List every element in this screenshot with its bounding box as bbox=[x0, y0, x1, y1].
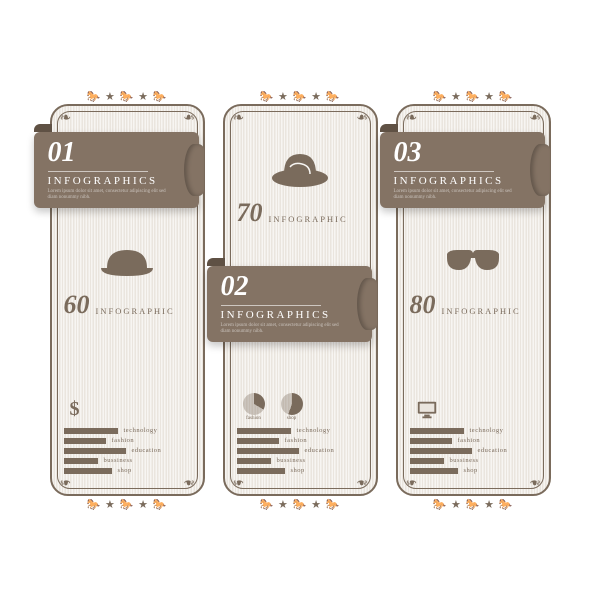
frame: ❧ ❧ ❧ ❧ 70 INFOGRAPHIC 02 INFOGRAPHICS L… bbox=[223, 104, 378, 496]
ornament-bottom: 🐎 ★ 🐎 ★ 🐎 bbox=[396, 496, 551, 512]
stat-label: INFOGRAPHIC bbox=[269, 214, 348, 224]
bar bbox=[410, 428, 464, 434]
bottom-block: technology fashion education bussiness s… bbox=[410, 391, 537, 474]
ribbon: 02 INFOGRAPHICS Lorem ipsum dolor sit am… bbox=[207, 266, 372, 342]
flourish-icon: ❧ bbox=[177, 112, 195, 130]
stat-label: INFOGRAPHIC bbox=[96, 306, 175, 316]
dollar-icon: $ bbox=[70, 398, 80, 421]
bar-label: shop bbox=[291, 467, 305, 474]
bar bbox=[64, 438, 106, 444]
sub-icons: $ bbox=[64, 398, 191, 421]
bar-label: shop bbox=[118, 467, 132, 474]
ribbon-label: INFOGRAPHICS bbox=[394, 171, 494, 187]
stat-row: 60 INFOGRAPHIC bbox=[64, 290, 191, 320]
bar bbox=[237, 438, 279, 444]
ribbon-lorem: Lorem ipsum dolor sit amet, consectetur … bbox=[221, 323, 341, 336]
bar-label: education bbox=[478, 447, 508, 454]
bar bbox=[410, 448, 472, 454]
bar-label: fashion bbox=[112, 437, 135, 444]
stat-row: 80 INFOGRAPHIC bbox=[410, 290, 537, 320]
bar bbox=[64, 448, 126, 454]
bar-label: shop bbox=[464, 467, 478, 474]
bar bbox=[410, 438, 452, 444]
frame: ❧ ❧ ❧ ❧ 03 INFOGRAPHICS Lorem ipsum dolo… bbox=[396, 104, 551, 496]
ribbon-label: INFOGRAPHICS bbox=[221, 305, 321, 321]
panel-03: 🐎 ★ 🐎 ★ 🐎 ❧ ❧ ❧ ❧ 03 INFOGRAPHICS Lorem … bbox=[396, 88, 551, 512]
flourish-icon: ❧ bbox=[233, 112, 251, 130]
bar-label: technology bbox=[470, 427, 504, 434]
flourish-icon: ❧ bbox=[406, 112, 424, 130]
flourish-icon: ❧ bbox=[350, 112, 368, 130]
bar-label: fashion bbox=[285, 437, 308, 444]
stat-label: INFOGRAPHIC bbox=[442, 306, 521, 316]
bar bbox=[64, 428, 118, 434]
bar-label: education bbox=[305, 447, 335, 454]
panel-content: 80 INFOGRAPHIC bbox=[410, 236, 537, 320]
sub-icons bbox=[410, 399, 537, 421]
flourish-icon: ❧ bbox=[523, 112, 541, 130]
bottom-block: $ technology fashion education bussiness… bbox=[64, 390, 191, 474]
bar-label: bussiness bbox=[104, 457, 133, 464]
sunglasses-icon bbox=[443, 236, 503, 284]
panel-02: 🐎 ★ 🐎 ★ 🐎 ❧ ❧ ❧ ❧ 70 INFOGRAPHIC 02 INFO… bbox=[223, 88, 378, 512]
stat-value: 60 bbox=[64, 290, 90, 320]
panel-content: 60 INFOGRAPHIC bbox=[64, 236, 191, 320]
stat-value: 70 bbox=[237, 198, 263, 228]
bar bbox=[237, 448, 299, 454]
bar bbox=[237, 428, 291, 434]
pie-icon bbox=[281, 393, 303, 415]
bar bbox=[237, 458, 271, 464]
bar-list: technology fashion education bussiness s… bbox=[64, 427, 191, 474]
monitor-icon bbox=[416, 399, 438, 421]
ornament-top: 🐎 ★ 🐎 ★ 🐎 bbox=[223, 88, 378, 104]
bar-label: technology bbox=[297, 427, 331, 434]
ribbon: 01 INFOGRAPHICS Lorem ipsum dolor sit am… bbox=[34, 132, 199, 208]
bar bbox=[410, 468, 458, 474]
ornament-bottom: 🐎 ★ 🐎 ★ 🐎 bbox=[50, 496, 205, 512]
ribbon-label: INFOGRAPHICS bbox=[48, 171, 148, 187]
ribbon-lorem: Lorem ipsum dolor sit amet, consectetur … bbox=[394, 189, 514, 202]
sub-icons: fashion shop bbox=[237, 393, 364, 421]
pie-icon bbox=[243, 393, 265, 415]
bar-list: technology fashion education bussiness s… bbox=[237, 427, 364, 474]
bar-label: fashion bbox=[458, 437, 481, 444]
panel-content: 70 INFOGRAPHIC bbox=[237, 144, 364, 228]
bar bbox=[64, 458, 98, 464]
bar-label: education bbox=[132, 447, 162, 454]
sub-icon-label: shop bbox=[281, 416, 303, 421]
sun-hat-icon bbox=[270, 144, 330, 192]
bar-label: bussiness bbox=[450, 457, 479, 464]
bottom-block: fashion shop technology fashion educatio… bbox=[237, 385, 364, 474]
bar-label: technology bbox=[124, 427, 158, 434]
bar-list: technology fashion education bussiness s… bbox=[410, 427, 537, 474]
bar bbox=[410, 458, 444, 464]
bar bbox=[64, 468, 112, 474]
ribbon-number: 01 bbox=[48, 139, 199, 167]
ribbon-lorem: Lorem ipsum dolor sit amet, consectetur … bbox=[48, 189, 168, 202]
flourish-icon: ❧ bbox=[60, 112, 78, 130]
ribbon-number: 03 bbox=[394, 139, 545, 167]
stat-value: 80 bbox=[410, 290, 436, 320]
frame: ❧ ❧ ❧ ❧ 01 INFOGRAPHICS Lorem ipsum dolo… bbox=[50, 104, 205, 496]
ornament-bottom: 🐎 ★ 🐎 ★ 🐎 bbox=[223, 496, 378, 512]
sub-icon-label: fashion bbox=[243, 416, 265, 421]
bar-label: bussiness bbox=[277, 457, 306, 464]
ribbon-number: 02 bbox=[221, 273, 372, 301]
bar bbox=[237, 468, 285, 474]
fedora-hat-icon bbox=[97, 236, 157, 284]
stat-row: 70 INFOGRAPHIC bbox=[237, 198, 364, 228]
panel-01: 🐎 ★ 🐎 ★ 🐎 ❧ ❧ ❧ ❧ 01 INFOGRAPHICS Lorem … bbox=[50, 88, 205, 512]
ornament-top: 🐎 ★ 🐎 ★ 🐎 bbox=[50, 88, 205, 104]
ornament-top: 🐎 ★ 🐎 ★ 🐎 bbox=[396, 88, 551, 104]
ribbon: 03 INFOGRAPHICS Lorem ipsum dolor sit am… bbox=[380, 132, 545, 208]
